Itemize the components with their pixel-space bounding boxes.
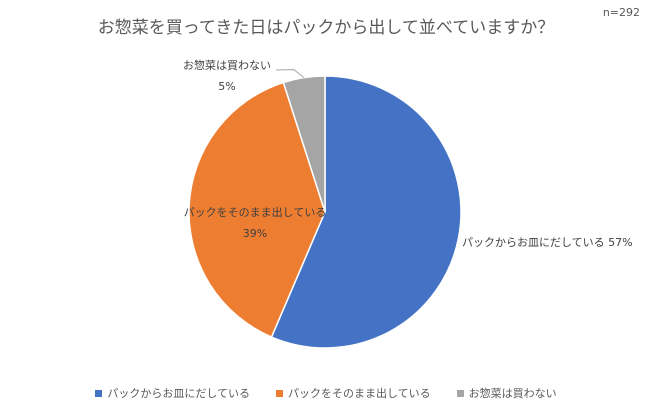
legend-swatch-no-buy [456, 389, 464, 397]
legend-label-pack: パックをそのまま出している [288, 387, 431, 400]
sample-size-label: n=292 [602, 6, 640, 19]
legend-swatch-plate [95, 389, 103, 397]
leader-line-no-buy [275, 69, 305, 79]
slice-pack [188, 81, 326, 339]
legend-swatch-pack [276, 389, 283, 397]
data-label-pack-name: パックをそのまま出している [184, 205, 327, 219]
legend-label-plate: パックからお皿にだしている [107, 387, 250, 400]
data-label-plate: パックからお皿にだしている 57% [462, 236, 633, 249]
data-label-no-buy-value: 5% [218, 80, 235, 93]
legend-item-no-buy: お惣菜は買わない [456, 385, 557, 401]
slice-plate [270, 75, 462, 349]
legend: パックからお皿にだしている パックをそのまま出している お惣菜は買わない [0, 385, 652, 401]
data-label-pack-value: 39% [243, 227, 267, 240]
data-label-no-buy-name: お惣菜は買わない [183, 58, 271, 72]
legend-item-pack: パックをそのまま出している [276, 385, 431, 401]
legend-item-plate: パックからお皿にだしている [95, 385, 250, 401]
legend-label-no-buy: お惣菜は買わない [468, 387, 557, 400]
slice-no-buy [282, 75, 326, 213]
chart-title: お惣菜を買ってきた日はパックから出して並べていますか？ [97, 18, 555, 38]
